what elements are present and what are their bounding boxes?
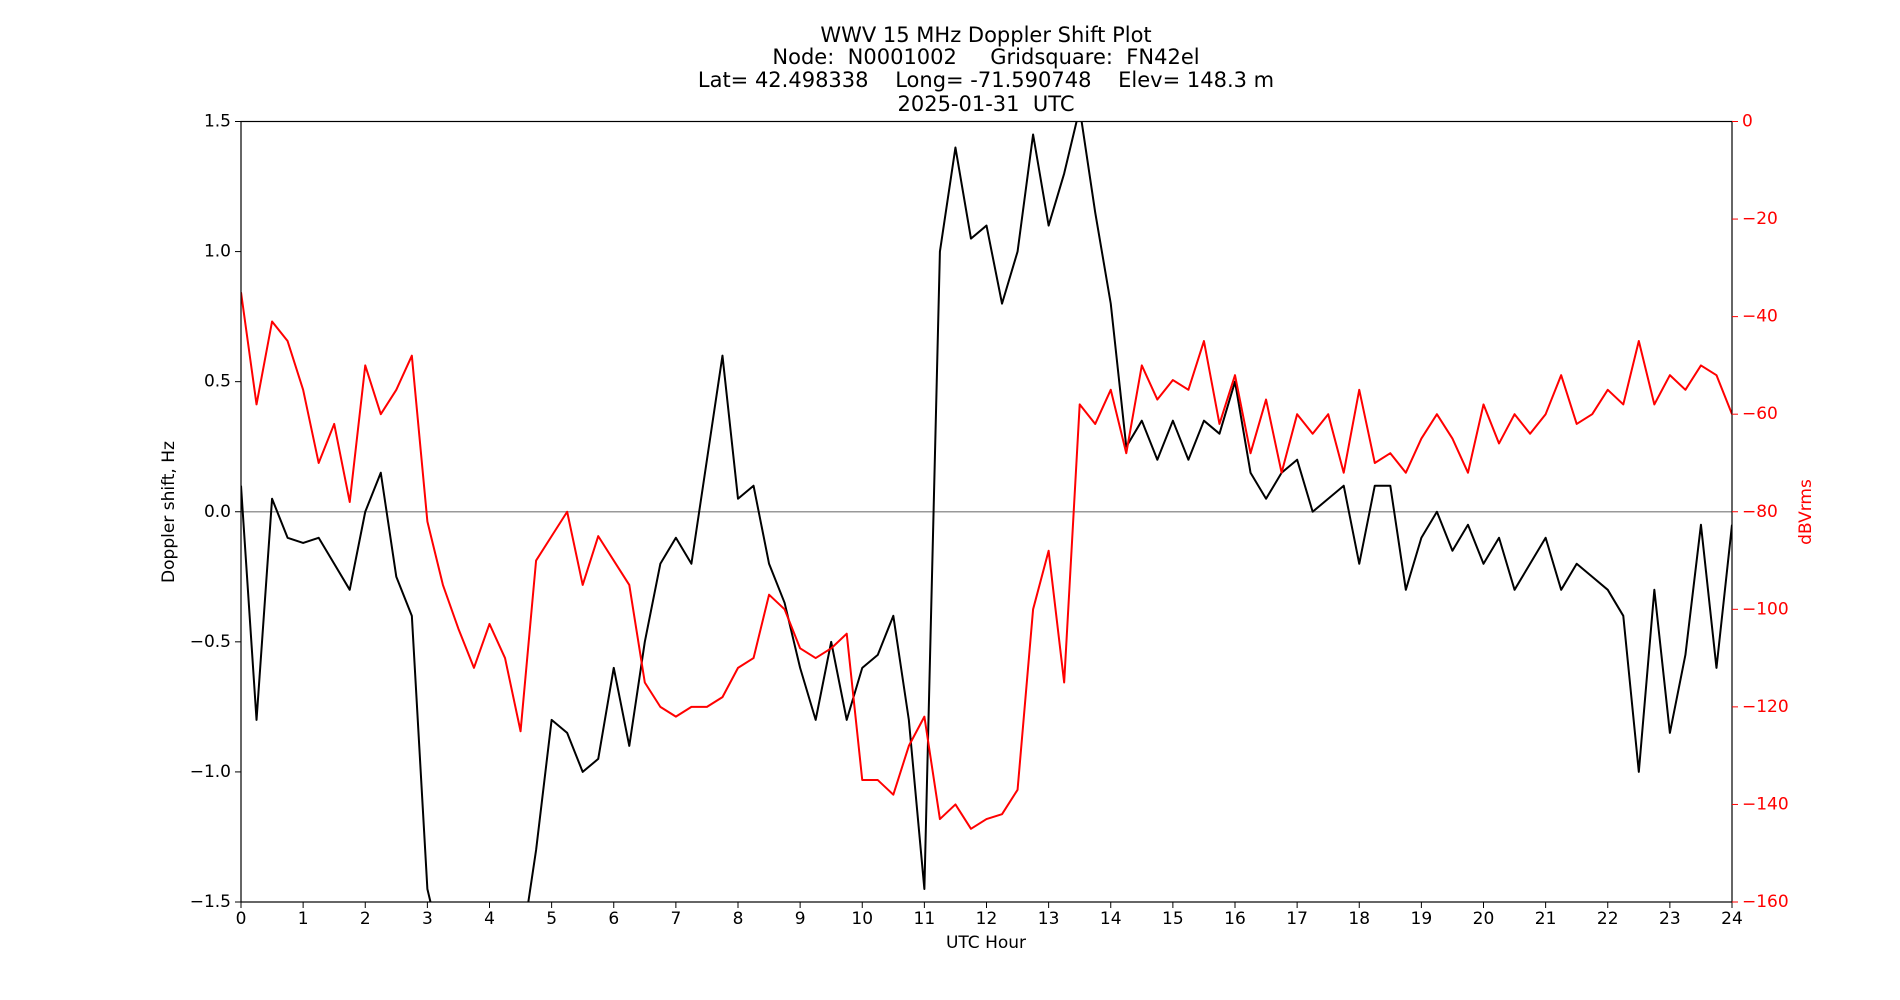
y2-tick-label: 0 <box>1742 112 1753 132</box>
x-tick-label: 18 <box>1348 909 1370 929</box>
x-tick-label: 8 <box>733 909 744 929</box>
x-tick-label: 3 <box>422 909 433 929</box>
y2-tick-label: −100 <box>1742 599 1789 619</box>
y2-axis-label: dBVrms <box>1796 479 1816 545</box>
y-tick-label: 1.5 <box>204 112 231 132</box>
x-tick-label: 16 <box>1224 909 1246 929</box>
x-tick-label: 7 <box>670 909 681 929</box>
x-tick-label: 24 <box>1721 909 1743 929</box>
y2-tick-label: −160 <box>1742 892 1789 912</box>
x-tick-label: 1 <box>298 909 309 929</box>
y-tick-label: 1.0 <box>204 242 231 262</box>
x-tick-label: 0 <box>236 909 247 929</box>
x-tick-label: 13 <box>1038 909 1060 929</box>
y-tick-label: −0.5 <box>190 632 231 652</box>
x-tick-label: 6 <box>608 909 619 929</box>
y2-tick-label: −80 <box>1742 502 1778 522</box>
y-tick-label: 0.5 <box>204 372 231 392</box>
x-tick-label: 17 <box>1286 909 1308 929</box>
data-line <box>241 292 1732 830</box>
x-tick-label: 21 <box>1535 909 1557 929</box>
x-axis-label: UTC Hour <box>946 933 1026 953</box>
chart-title: WWV 15 MHz Doppler Shift Plot <box>820 23 1151 47</box>
x-tick-label: 9 <box>795 909 806 929</box>
y2-tick-label: −20 <box>1742 209 1778 229</box>
y2-tick-label: −60 <box>1742 404 1778 424</box>
x-tick-label: 23 <box>1659 909 1681 929</box>
x-tick-label: 19 <box>1411 909 1433 929</box>
chart-subtitle: Node: N0001002 Gridsquare: FN42el <box>772 45 1199 69</box>
chart-subtitle: 2025-01-31 UTC <box>897 92 1074 116</box>
x-tick-label: 15 <box>1162 909 1184 929</box>
y2-tick-label: −140 <box>1742 794 1789 814</box>
x-tick-label: 5 <box>546 909 557 929</box>
x-tick-label: 10 <box>851 909 873 929</box>
x-tick-label: 4 <box>484 909 495 929</box>
y-tick-label: −1.5 <box>190 892 231 912</box>
x-tick-label: 14 <box>1100 909 1122 929</box>
chart-subtitle: Lat= 42.498338 Long= -71.590748 Elev= 14… <box>698 68 1274 92</box>
y2-tick-label: −40 <box>1742 307 1778 327</box>
y-tick-label: −1.0 <box>190 762 231 782</box>
y2-tick-label: −120 <box>1742 697 1789 717</box>
x-tick-label: 11 <box>914 909 936 929</box>
x-tick-label: 12 <box>976 909 998 929</box>
y-axis-label: Doppler shift, Hz <box>159 441 179 583</box>
y-tick-label: 0.0 <box>204 502 231 522</box>
x-tick-label: 2 <box>360 909 371 929</box>
data-line <box>241 121 1732 902</box>
x-tick-label: 22 <box>1597 909 1619 929</box>
x-tick-label: 20 <box>1473 909 1495 929</box>
